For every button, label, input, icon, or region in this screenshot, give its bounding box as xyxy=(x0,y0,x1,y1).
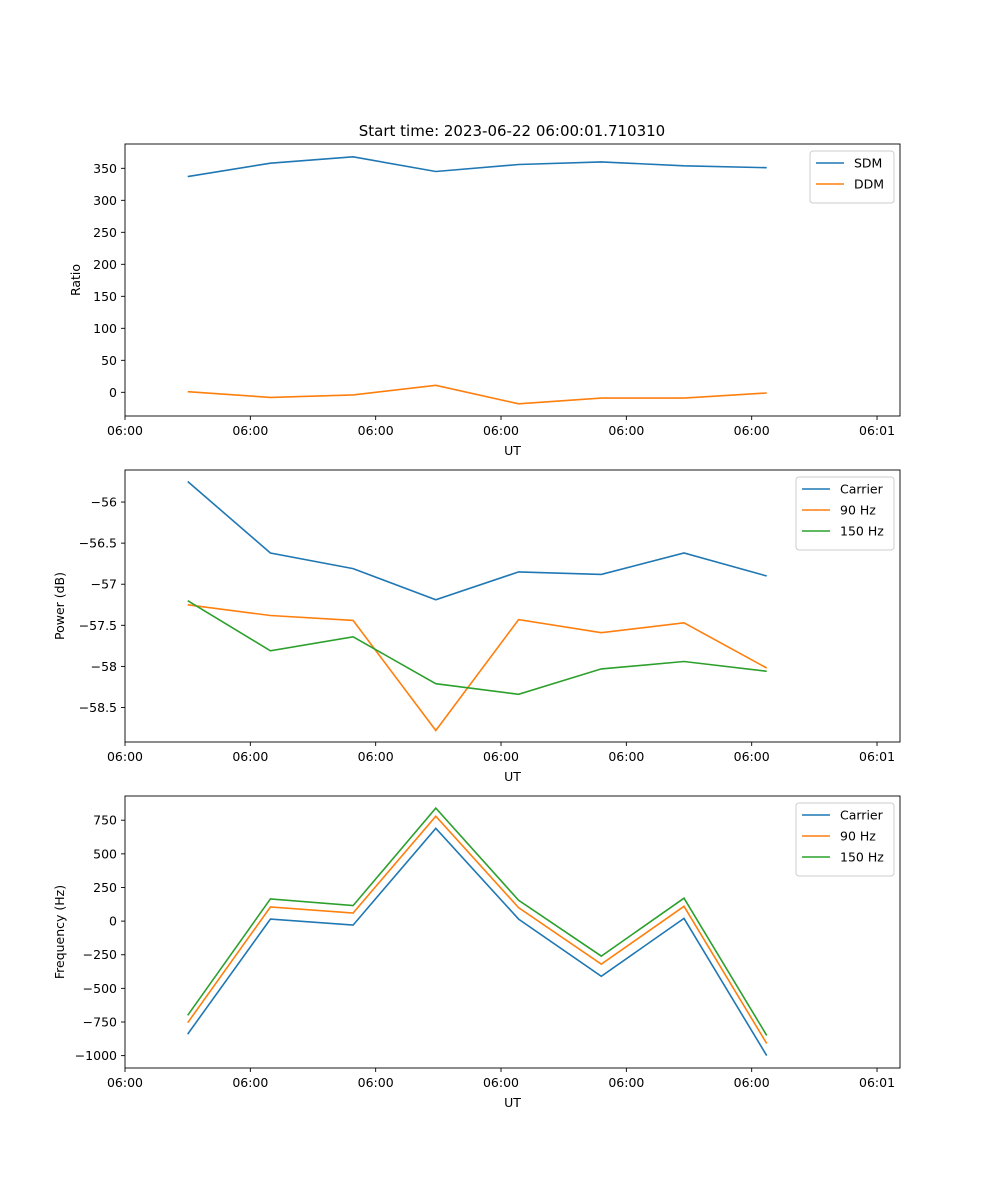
x-tick-label: 06:00 xyxy=(608,1075,644,1090)
series-line-150-hz xyxy=(187,600,767,696)
y-tick-label: −57.5 xyxy=(79,618,117,633)
series-line-carrier xyxy=(187,827,768,1057)
chart-panel-1: 06:00 06:00 06:00 06:00 06:00 06:00 06:01 0 50 10… xyxy=(68,143,901,458)
x-tick-label: 06:00 xyxy=(232,749,268,764)
y-tick-label: −250 xyxy=(83,947,117,962)
chart-panel-3: 06:00 06:00 06:00 06:00 06:00 06:00 06:01 750 50… xyxy=(52,795,901,1110)
y-tick-label: 50 xyxy=(101,353,117,368)
y-tick-label: 500 xyxy=(93,846,117,861)
x-tick-label: 06:00 xyxy=(483,423,519,438)
legend: SDM DDM xyxy=(809,150,895,204)
series-line-sdm xyxy=(187,155,767,178)
y-axis-label: Power (dB) xyxy=(52,572,67,640)
legend-box xyxy=(809,150,895,204)
legend-label: Carrier xyxy=(840,808,884,823)
legend-label: SDM xyxy=(854,156,882,171)
y-tick-label: 0 xyxy=(109,385,117,400)
legend: Carrier 90 Hz 150 Hz xyxy=(795,476,895,551)
x-tick-label: 06:00 xyxy=(107,423,143,438)
legend-label: 150 Hz xyxy=(840,850,884,865)
x-tick-label: 06:01 xyxy=(859,1075,895,1090)
y-tick-label: 250 xyxy=(93,880,117,895)
figure-title: Start time: 2023-06-22 06:00:01.710310 xyxy=(359,122,665,140)
x-tick-label: 06:00 xyxy=(483,1075,519,1090)
y-tick-label: −750 xyxy=(83,1014,117,1029)
legend-label: DDM xyxy=(854,177,884,192)
x-tick-label: 06:00 xyxy=(608,423,644,438)
x-axis-label: UT xyxy=(504,443,521,458)
y-tick-label: 350 xyxy=(93,161,117,176)
legend-label: 90 Hz xyxy=(840,503,876,518)
y-tick-label: 250 xyxy=(93,225,117,240)
x-axis-label: UT xyxy=(504,769,521,784)
series-line-ddm xyxy=(187,384,767,405)
legend: Carrier 90 Hz 150 Hz xyxy=(795,802,895,877)
y-tick-label: −58.5 xyxy=(79,700,117,715)
x-tick-label: 06:00 xyxy=(358,423,394,438)
y-tick-label: −500 xyxy=(83,981,117,996)
x-tick-label: 06:01 xyxy=(859,749,895,764)
y-tick-label: −1000 xyxy=(75,1048,117,1063)
axes-frame xyxy=(124,143,901,417)
x-tick-label: 06:00 xyxy=(107,749,143,764)
y-tick-label: −58 xyxy=(91,659,117,674)
y-axis-label: Frequency (Hz) xyxy=(52,885,67,979)
series-line-90-hz xyxy=(187,604,768,732)
x-tick-label: 06:00 xyxy=(734,423,770,438)
x-tick-label: 06:00 xyxy=(107,1075,143,1090)
x-tick-label: 06:00 xyxy=(734,749,770,764)
legend-label: 150 Hz xyxy=(840,524,884,539)
y-tick-label: 200 xyxy=(93,257,117,272)
y-tick-label: 0 xyxy=(109,914,117,929)
axes-frame xyxy=(124,469,901,743)
x-tick-label: 06:00 xyxy=(358,749,394,764)
y-tick-label: −56.5 xyxy=(79,536,117,551)
x-axis-label: UT xyxy=(504,1095,521,1110)
y-tick-label: 750 xyxy=(93,813,117,828)
axes-frame xyxy=(124,795,901,1069)
x-tick-label: 06:01 xyxy=(859,423,895,438)
y-tick-label: −57 xyxy=(91,577,117,592)
x-tick-label: 06:00 xyxy=(232,423,268,438)
series-line-carrier xyxy=(187,480,767,601)
legend-label: Carrier xyxy=(840,482,884,497)
legend-label: 90 Hz xyxy=(840,829,876,844)
x-tick-label: 06:00 xyxy=(734,1075,770,1090)
x-tick-label: 06:00 xyxy=(232,1075,268,1090)
x-tick-label: 06:00 xyxy=(358,1075,394,1090)
chart-panel-2: 06:00 06:00 06:00 06:00 06:00 06:00 06:01 −56 −5… xyxy=(52,469,901,784)
series-line-90-hz xyxy=(187,814,768,1044)
y-axis-label: Ratio xyxy=(68,264,83,296)
y-tick-label: 300 xyxy=(93,193,117,208)
x-tick-label: 06:00 xyxy=(608,749,644,764)
y-tick-label: 150 xyxy=(93,289,117,304)
series-line-150-hz xyxy=(187,806,768,1036)
y-tick-label: 100 xyxy=(93,321,117,336)
y-tick-label: −56 xyxy=(91,495,117,510)
x-tick-label: 06:00 xyxy=(483,749,519,764)
